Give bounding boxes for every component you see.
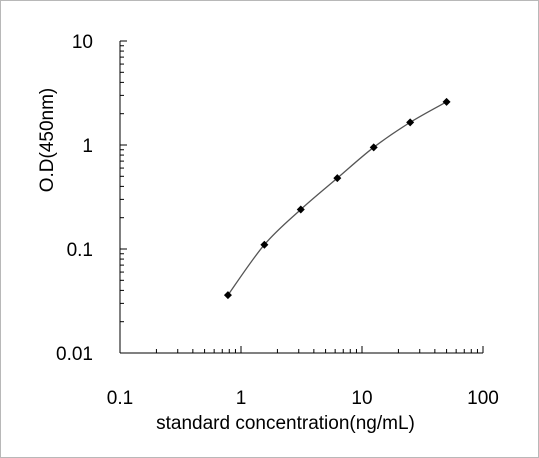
data-point — [333, 174, 342, 183]
y-tick-label: 0.01 — [56, 344, 93, 365]
y-tick-label: 10 — [72, 32, 93, 53]
data-point — [260, 240, 269, 249]
data-point — [223, 291, 232, 300]
x-tick-label: 1 — [236, 388, 247, 409]
y-tick-label: 1 — [82, 136, 93, 157]
x-tick-label: 10 — [351, 388, 372, 409]
axes — [119, 41, 483, 354]
data-points — [223, 97, 451, 300]
y-tick-label: 0.1 — [67, 240, 93, 261]
tick-labels: 0.1 1 10 100 10 1 0.1 0.01 — [56, 32, 499, 409]
data-point — [406, 118, 415, 127]
series-line — [227, 101, 447, 296]
data-point — [369, 143, 378, 152]
y-axis-title: O.D(450nm) — [37, 88, 58, 193]
data-point — [296, 205, 305, 214]
data-point — [442, 97, 451, 106]
x-tick-label: 0.1 — [107, 388, 133, 409]
x-tick-label: 100 — [467, 388, 499, 409]
ticks — [119, 40, 484, 354]
x-axis-title: standard concentration(ng/mL) — [156, 413, 415, 434]
